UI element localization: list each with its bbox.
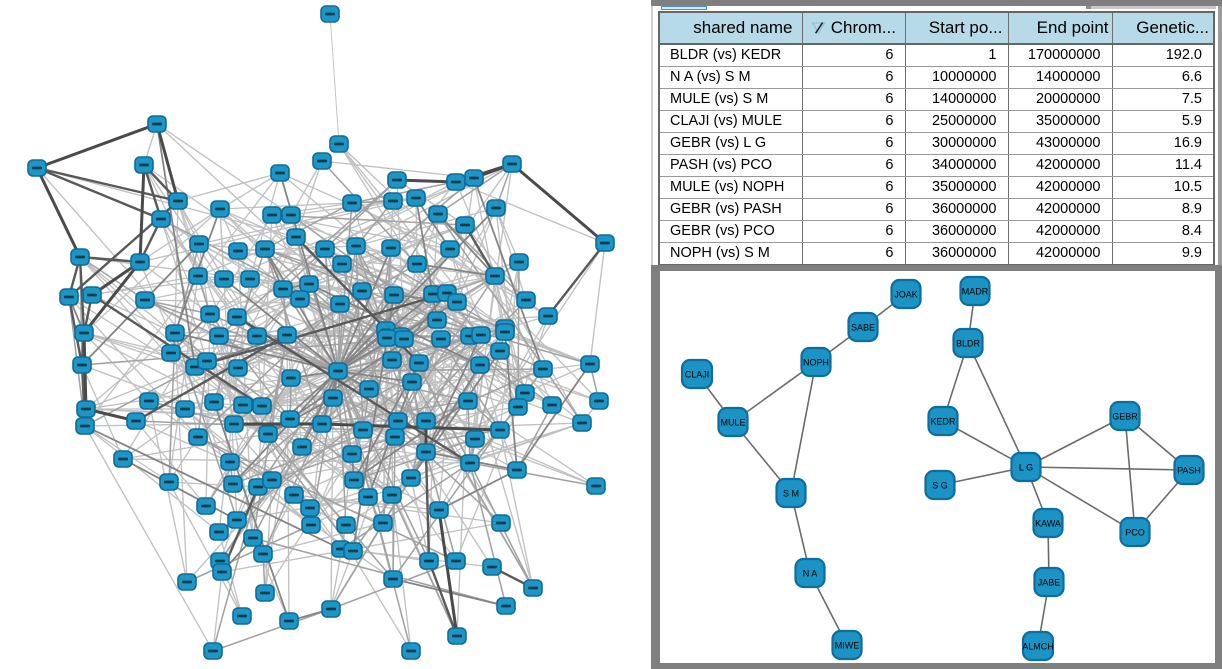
svg-text:S G: S G <box>932 481 948 491</box>
svg-text:N A: N A <box>803 569 818 579</box>
svg-text:NOPH: NOPH <box>803 358 829 368</box>
svg-text:JABE: JABE <box>1038 578 1061 588</box>
svg-text:S M: S M <box>783 489 799 499</box>
svg-text:PASH: PASH <box>1177 466 1201 476</box>
svg-text:CLAJI: CLAJI <box>685 370 710 380</box>
svg-text:SABE: SABE <box>851 323 875 333</box>
svg-text:BLDR: BLDR <box>956 339 981 349</box>
svg-text:KEDR: KEDR <box>930 417 956 427</box>
svg-text:MIWE: MIWE <box>835 641 860 651</box>
svg-text:GEBR: GEBR <box>1112 412 1138 422</box>
svg-text:MADR: MADR <box>962 287 989 297</box>
svg-text:JOAK: JOAK <box>894 290 918 300</box>
svg-text:ALMCH: ALMCH <box>1022 642 1054 652</box>
svg-text:MULE: MULE <box>720 418 745 428</box>
svg-text:PCO: PCO <box>1125 528 1145 538</box>
svg-text:KAWA: KAWA <box>1035 519 1061 529</box>
svg-text:L G: L G <box>1019 463 1033 473</box>
